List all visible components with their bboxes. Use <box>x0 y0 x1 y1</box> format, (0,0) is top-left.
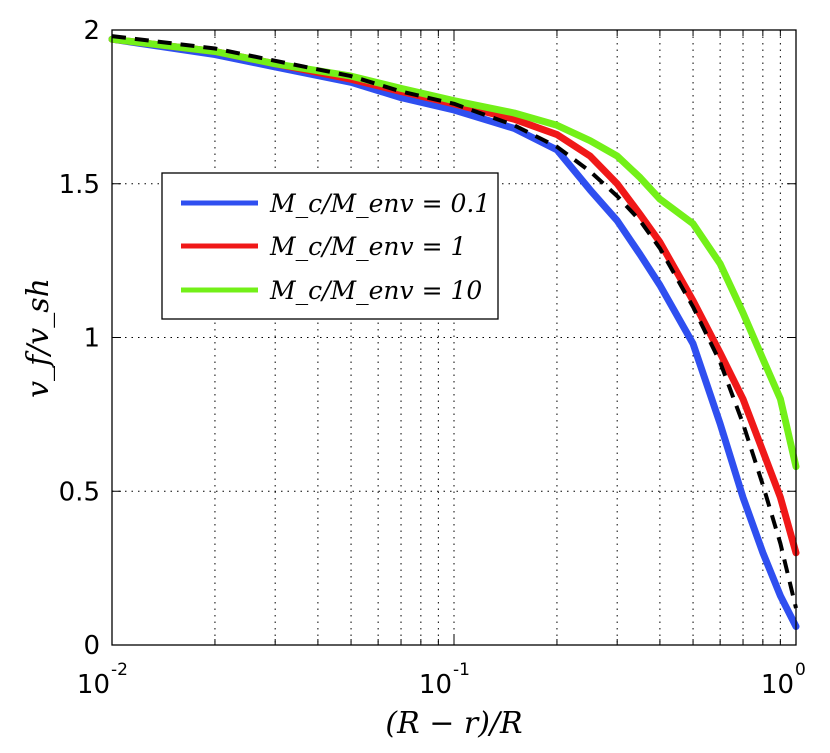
x-tick-base: 10 <box>419 670 452 700</box>
plot-area <box>112 30 796 645</box>
y-tick-label: 1 <box>83 324 100 354</box>
legend-label-1: M_c/M_env = 1 <box>269 232 466 261</box>
x-tick-base: 10 <box>761 670 794 700</box>
series-layer <box>108 34 800 630</box>
y-axis-label-group: v_f/v_sh <box>21 278 56 398</box>
y-tick-label: 0 <box>83 631 100 661</box>
legend-label-2: M_c/M_env = 10 <box>269 276 482 305</box>
y-tick-label: 2 <box>83 16 100 46</box>
x-tick-label: 10 -2 <box>77 660 128 700</box>
series-line-2 <box>108 35 800 471</box>
y-tick-label: 0.5 <box>59 477 100 507</box>
x-tick-base: 10 <box>77 670 110 700</box>
legend: M_c/M_env = 0.1 M_c/M_env = 1 M_c/M_env … <box>161 172 499 320</box>
legend-label-0: M_c/M_env = 0.1 <box>269 189 490 218</box>
y-axis-label: v_f/v_sh <box>21 278 56 398</box>
series-line-3 <box>111 34 798 609</box>
y-tick-label: 1.5 <box>59 170 100 200</box>
x-tick-exponent: 0 <box>795 660 806 680</box>
x-tick-exponent: -1 <box>453 660 470 680</box>
x-axis-label: (R − r)/R <box>385 706 522 741</box>
x-tick-label: 10 -1 <box>419 660 470 700</box>
x-tick-exponent: -2 <box>111 660 128 680</box>
x-tick-label: 10 0 <box>761 660 806 700</box>
